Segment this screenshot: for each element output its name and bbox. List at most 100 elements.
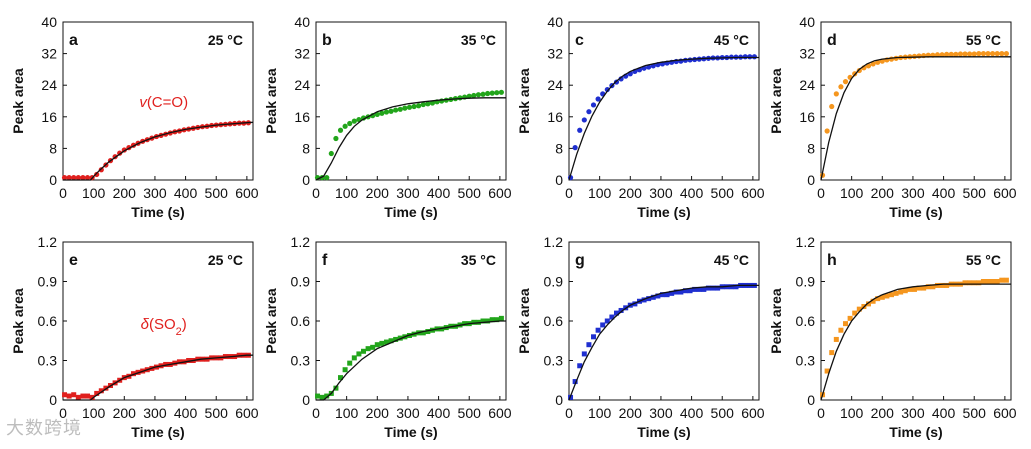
chart-d-point [985, 51, 991, 57]
chart-h-point [843, 321, 849, 327]
chart-h-point [898, 289, 904, 295]
chart-e-point [85, 393, 91, 399]
chart-b-point [457, 95, 463, 101]
chart-b-point [425, 101, 431, 107]
chart-d-xtick-label: 500 [963, 185, 987, 201]
chart-d-xtick-label: 100 [840, 185, 864, 201]
chart-h-point [847, 315, 853, 321]
chart-c-xtick-label: 100 [588, 185, 612, 201]
chart-f-xtick-label: 200 [366, 405, 390, 421]
chart-b-ytick-label: 32 [294, 46, 310, 62]
chart-d-fit-line [820, 56, 1011, 181]
chart-f-xtick-label: 600 [488, 405, 512, 421]
chart-h-point [907, 286, 913, 292]
panel-e: 0 0.3 0.6 0.9 1.2 0 100 200 300 400 500 600 Time (s)… [10, 234, 259, 440]
chart-d-point [999, 51, 1005, 57]
chart-h-point [856, 306, 862, 312]
chart-g-temperature-label: 45 °C [714, 252, 749, 268]
chart-b-point [475, 92, 482, 98]
chart-e-point [66, 393, 72, 399]
chart-a-xtick-label: 500 [205, 185, 229, 201]
chart-e-xtick-label: 200 [113, 405, 137, 421]
chart-e-xlabel: Time (s) [131, 424, 184, 440]
chart-b-point [328, 150, 334, 157]
chart-f-point [388, 338, 394, 344]
chart-e-point [75, 394, 81, 400]
chart-b-point [420, 101, 426, 108]
chart-f-point [489, 317, 495, 323]
chart-a-xlabel: Time (s) [131, 204, 184, 220]
chart-h-point [888, 292, 894, 298]
chart-f-point [420, 330, 426, 336]
chart-g-point [577, 363, 583, 369]
chart-f-xtick-label: 100 [335, 405, 359, 421]
chart-h-point [916, 285, 922, 291]
chart-h-point [838, 327, 844, 333]
chart-a-ytick-label: 0 [49, 172, 57, 188]
chart-e-ytick-label: 0.3 [38, 353, 58, 369]
chart-f-point [498, 315, 504, 321]
chart-b-point [498, 89, 505, 95]
chart-h-point [866, 301, 871, 307]
chart-b-ytick-label: 0 [302, 172, 310, 188]
chart-g-point [572, 379, 578, 385]
chart-b-temperature-label: 35 °C [461, 32, 496, 48]
chart-d-ytick-label: 40 [799, 14, 815, 30]
chart-h-xtick-label: 400 [932, 405, 956, 421]
chart-e-ytick-label: 1.2 [38, 234, 58, 250]
chart-f-fit-line [316, 320, 506, 401]
chart-g-point [659, 292, 665, 298]
chart-f-xtick-label: 0 [312, 405, 320, 421]
chart-a-annotation-text: (C=O) [147, 94, 188, 111]
chart-h-ytick-label: 0.6 [796, 313, 816, 329]
chart-f-xtick-label: 500 [458, 405, 482, 421]
chart-h-temperature-label: 55 °C [966, 252, 1001, 268]
chart-b-point [388, 108, 394, 114]
chart-g-xtick-label: 0 [565, 405, 573, 421]
chart-h-point [852, 310, 858, 316]
chart-f-panel-letter: f [322, 252, 328, 269]
panel-h: 0 0.3 0.6 0.9 1.2 0 100 200 300 400 500 600 Time (s)… [768, 234, 1017, 440]
chart-c-point [581, 117, 587, 123]
chart-c-point [604, 86, 610, 93]
chart-f-point [356, 351, 362, 357]
chart-g-point [604, 318, 610, 324]
chart-b-point [347, 120, 353, 127]
chart-h-point [990, 279, 996, 284]
chart-g-point [728, 284, 734, 290]
chart-b-xtick-label: 100 [335, 185, 359, 201]
chart-c-xtick-label: 200 [619, 185, 643, 201]
chart-f-point [383, 339, 389, 345]
chart-f-ytick-label: 0 [302, 392, 310, 408]
chart-g-point [705, 285, 711, 291]
chart-b-frame [315, 21, 507, 181]
chart-b-ytick-label: 40 [294, 14, 310, 30]
chart-d-xtick-label: 400 [932, 185, 956, 201]
chart-f-point [425, 329, 431, 335]
chart-g-ytick-label: 0.9 [544, 274, 564, 290]
chart-c-xtick-label: 500 [711, 185, 735, 201]
chart-e-ytick-label: 0.9 [38, 274, 58, 290]
chart-a-xtick-label: 300 [143, 185, 167, 201]
chart-h-ytick-label: 0.3 [796, 353, 816, 369]
chart-b-point [416, 103, 422, 109]
chart-e-annotation-symbol: δ [141, 316, 150, 333]
chart-c-point [747, 54, 753, 60]
chart-c-ytick-label: 0 [555, 172, 563, 188]
chart-e-ytick-label: 0 [49, 392, 57, 408]
chart-h-xlabel: Time (s) [889, 424, 942, 440]
chart-a-annotation: v(C=O) [139, 94, 188, 111]
chart-c-xlabel: Time (s) [637, 204, 690, 220]
chart-g-point [609, 314, 615, 320]
chart-e-point [80, 393, 86, 399]
chart-b-point [489, 90, 495, 96]
chart-b-panel-letter: b [322, 32, 332, 49]
chart-g-point [614, 310, 619, 316]
chart-h-ytick-label: 0 [807, 392, 815, 408]
chart-e-xtick-label: 500 [205, 405, 229, 421]
chart-g-point [669, 290, 675, 296]
chart-g-xtick-label: 600 [741, 405, 765, 421]
chart-g-ytick-label: 1.2 [544, 234, 564, 250]
chart-g-point [595, 327, 601, 333]
